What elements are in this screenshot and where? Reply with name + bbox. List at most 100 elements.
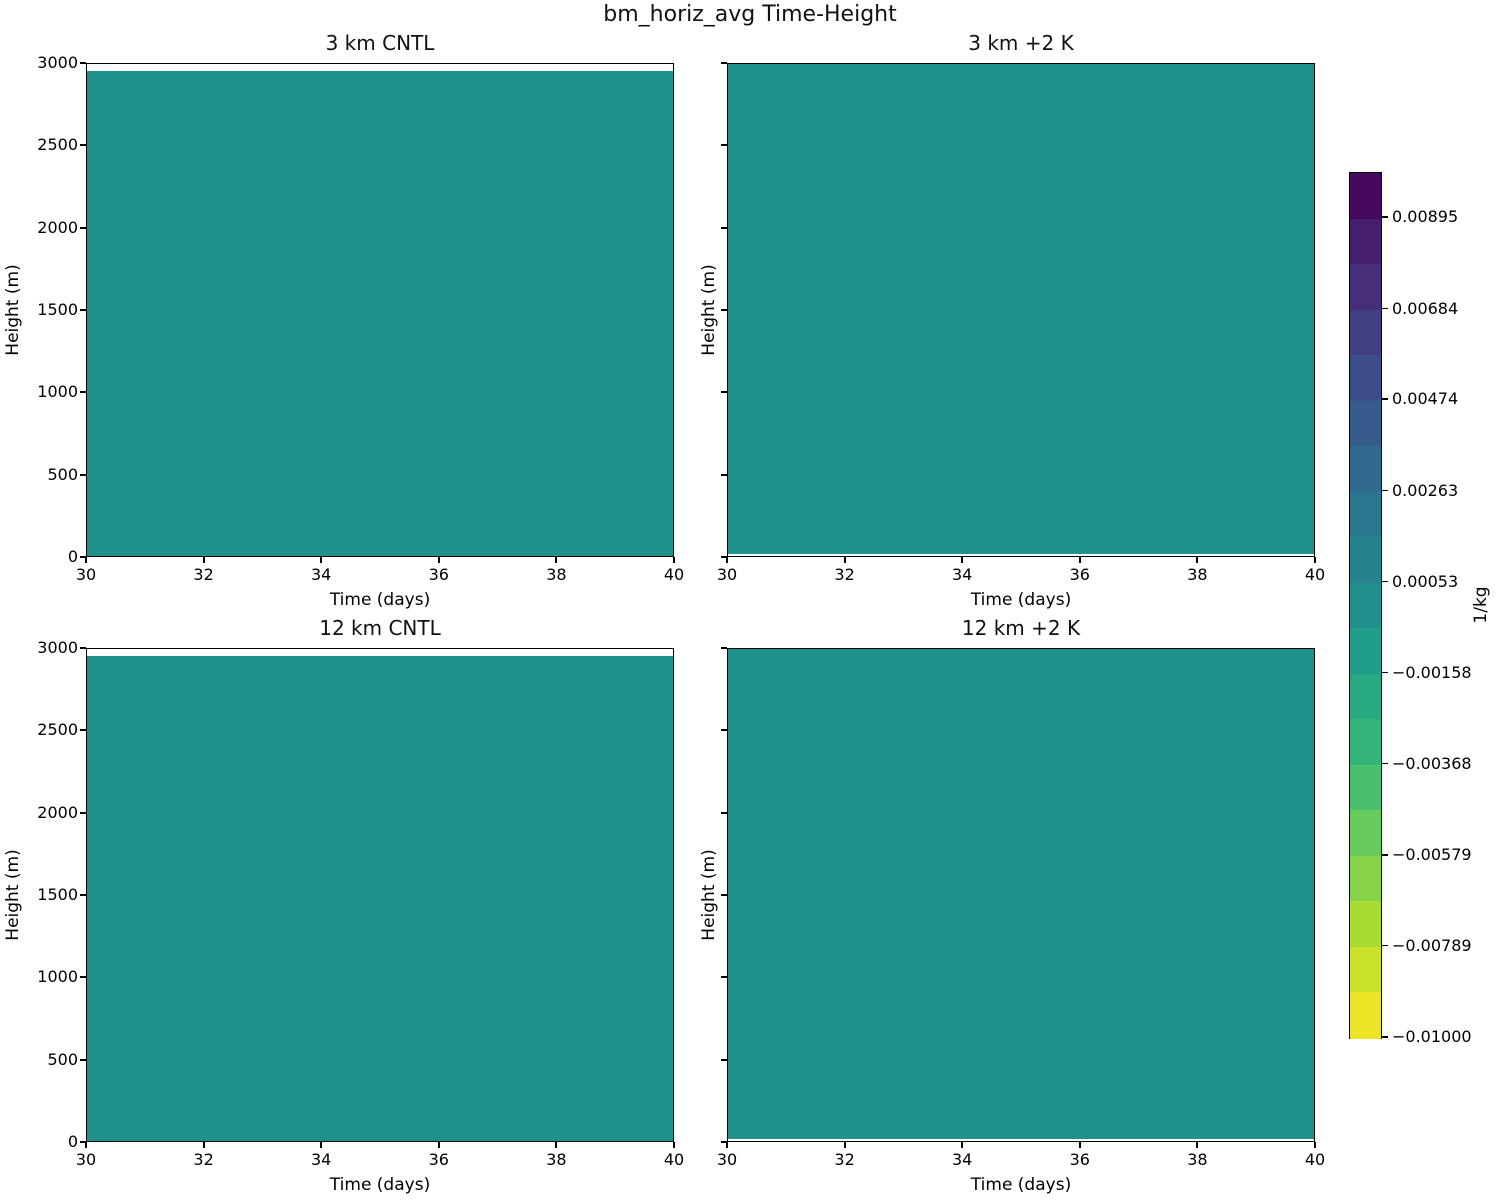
colorbar-band bbox=[1350, 628, 1381, 675]
x-tick-mark bbox=[320, 557, 323, 563]
x-tick-mark bbox=[726, 1142, 728, 1148]
y-tick-label: 1000 bbox=[37, 382, 78, 402]
panel-title: 3 km +2 K bbox=[968, 31, 1074, 55]
y-tick-mark bbox=[721, 473, 727, 476]
x-tick-label: 30 bbox=[75, 1150, 97, 1169]
colorbar-band bbox=[1350, 446, 1381, 493]
x-tick-mark bbox=[673, 1142, 675, 1148]
x-tick-label: 38 bbox=[1187, 565, 1208, 584]
colorbar-band bbox=[1350, 355, 1381, 402]
colorbar-band bbox=[1350, 901, 1381, 948]
y-tick-mark bbox=[721, 976, 727, 979]
colorbar-tick-label: 0.00474 bbox=[1392, 389, 1459, 409]
panel-frame bbox=[86, 63, 674, 557]
x-tick-label: 32 bbox=[834, 565, 855, 584]
colorbar-tick-label: −0.01000 bbox=[1392, 1027, 1472, 1046]
colorbar-tick-label: 0.00053 bbox=[1392, 571, 1459, 591]
y-tick-label: 3000 bbox=[37, 53, 78, 72]
heatmap-fill bbox=[87, 71, 673, 556]
x-tick-mark bbox=[1196, 1142, 1199, 1148]
colorbar-band bbox=[1350, 582, 1381, 629]
colorbar-band bbox=[1350, 173, 1381, 220]
x-tick-label: 34 bbox=[311, 1150, 332, 1169]
x-tick-mark bbox=[1314, 557, 1316, 563]
colorbar-band bbox=[1350, 491, 1381, 538]
x-tick-label: 32 bbox=[193, 565, 214, 584]
colorbar-band bbox=[1350, 946, 1381, 994]
colorbar-tick-label: 0.00895 bbox=[1392, 207, 1459, 227]
colorbar-tick-mark bbox=[1382, 489, 1388, 492]
figure-suptitle: bm_horiz_avg Time-Height bbox=[603, 2, 897, 27]
panel-3-km-2-k: 3 km +2 K 30 32 34 36 38 40 Time (days) Height (… bbox=[699, 31, 1325, 610]
x-axis-label: Time (days) bbox=[970, 1175, 1072, 1195]
x-axis-label: Time (days) bbox=[329, 1175, 431, 1195]
colorbar-tick-mark bbox=[1382, 671, 1388, 674]
colorbar-tick-label: −0.00789 bbox=[1392, 935, 1472, 955]
x-tick-mark bbox=[202, 1142, 205, 1148]
colorbar-band bbox=[1350, 218, 1381, 265]
colorbar-tick-mark bbox=[1382, 944, 1388, 947]
heatmap-fill bbox=[87, 656, 673, 1141]
colorbar-band bbox=[1350, 810, 1381, 857]
panel-title: 3 km CNTL bbox=[325, 31, 435, 55]
y-tick-mark bbox=[721, 811, 727, 814]
panel-title: 12 km +2 K bbox=[961, 616, 1081, 640]
colorbar-band bbox=[1350, 719, 1381, 766]
x-tick-mark bbox=[1314, 1142, 1316, 1148]
y-axis-label: Height (m) bbox=[699, 849, 719, 941]
y-tick-label: 1500 bbox=[37, 885, 78, 904]
x-tick-label: 40 bbox=[1304, 565, 1326, 584]
y-tick-mark bbox=[80, 309, 86, 311]
panel-3-km-cntl: 3 km CNTL 30 32 34 36 38 40 0 500 1000 1500 2000 250… bbox=[3, 31, 684, 610]
colorbar-band bbox=[1350, 764, 1381, 811]
heatmap-fill bbox=[728, 64, 1314, 554]
x-tick-label: 34 bbox=[952, 1150, 973, 1169]
x-tick-label: 30 bbox=[716, 565, 738, 584]
x-tick-mark bbox=[673, 557, 675, 563]
colorbar bbox=[1349, 172, 1382, 1039]
colorbar-tick-label: −0.00579 bbox=[1392, 844, 1472, 864]
y-tick-mark bbox=[80, 1141, 86, 1143]
x-tick-mark bbox=[1078, 1142, 1081, 1148]
y-tick-label: 2500 bbox=[37, 720, 78, 740]
y-axis-label: Height (m) bbox=[699, 264, 719, 356]
panel-12-km-2-k: 12 km +2 K 30 32 34 36 38 40 Time (days) Height … bbox=[699, 616, 1325, 1195]
x-tick-mark bbox=[437, 557, 440, 563]
y-tick-label: 500 bbox=[47, 1049, 78, 1069]
x-tick-label: 30 bbox=[75, 565, 97, 584]
panel-frame bbox=[727, 648, 1315, 1142]
y-tick-mark bbox=[80, 226, 86, 229]
x-tick-label: 32 bbox=[834, 1150, 855, 1169]
colorbar-tick-mark bbox=[1382, 398, 1388, 401]
y-tick-mark bbox=[80, 144, 86, 147]
x-tick-label: 38 bbox=[1187, 1150, 1208, 1169]
panel-frame bbox=[727, 63, 1315, 557]
colorbar-band bbox=[1350, 537, 1381, 584]
colorbar-band bbox=[1350, 400, 1381, 447]
colorbar-tick-mark bbox=[1382, 1036, 1388, 1038]
y-tick-mark bbox=[721, 144, 727, 147]
colorbar-tick-label: 0.00263 bbox=[1392, 480, 1459, 500]
colorbar-tick-mark bbox=[1382, 762, 1388, 765]
colorbar-band bbox=[1350, 673, 1381, 720]
colorbar-tick-label: −0.00158 bbox=[1392, 662, 1472, 682]
colorbar-band bbox=[1350, 264, 1381, 311]
y-tick-label: 2000 bbox=[37, 217, 78, 237]
y-tick-mark bbox=[80, 556, 86, 558]
colorbar-band bbox=[1350, 992, 1381, 1039]
y-tick-label: 1500 bbox=[37, 300, 78, 319]
y-tick-mark bbox=[80, 647, 86, 649]
y-tick-mark bbox=[80, 1058, 86, 1061]
y-tick-label: 1000 bbox=[37, 967, 78, 987]
x-axis-label: Time (days) bbox=[970, 590, 1072, 610]
colorbar-tick-mark bbox=[1382, 580, 1388, 583]
y-tick-mark bbox=[80, 473, 86, 476]
y-tick-label: 0 bbox=[67, 1132, 78, 1151]
x-tick-label: 34 bbox=[311, 565, 332, 584]
y-tick-label: 3000 bbox=[37, 638, 78, 657]
y-tick-label: 500 bbox=[47, 464, 78, 484]
panel-frame bbox=[86, 648, 674, 1142]
y-tick-mark bbox=[721, 729, 727, 732]
x-tick-mark bbox=[85, 557, 87, 563]
